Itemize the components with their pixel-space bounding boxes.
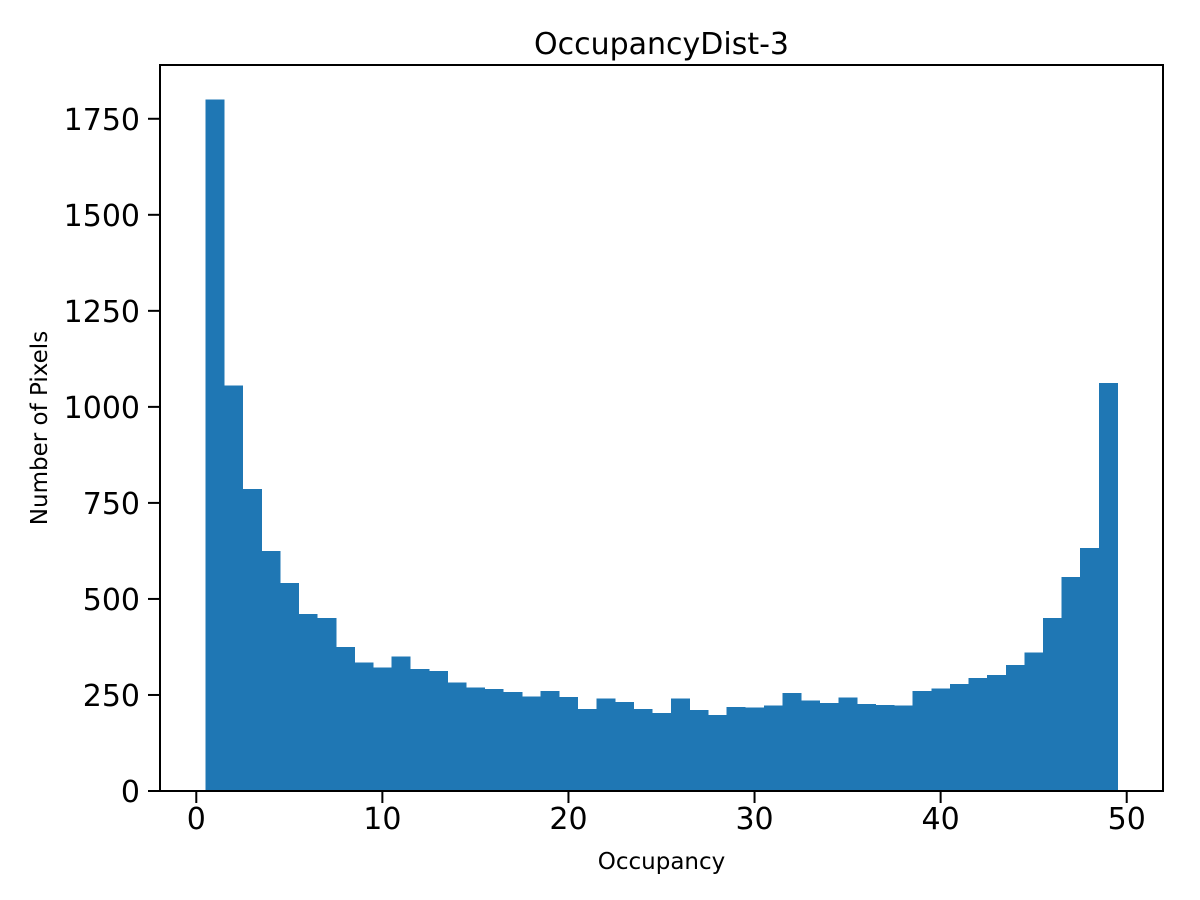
histogram-bar (503, 691, 523, 791)
histogram-bar (484, 689, 504, 791)
histogram-bar (428, 670, 448, 791)
bars-group (205, 99, 1118, 792)
histogram-bar (912, 691, 932, 791)
y-tick-label: 1500 (64, 199, 140, 234)
histogram-bar (633, 708, 653, 791)
histogram-bar (205, 99, 225, 792)
histogram-bar (689, 709, 709, 791)
histogram-bar (1024, 652, 1044, 791)
histogram-bar (335, 646, 355, 791)
histogram-bar (987, 674, 1007, 791)
histogram-bar (949, 684, 969, 791)
x-tick-label: 40 (922, 802, 960, 837)
histogram-bar (801, 700, 821, 791)
histogram-bar (447, 682, 467, 791)
x-tick-label: 50 (1108, 802, 1146, 837)
histogram-bar (1042, 618, 1062, 791)
histogram-bar (410, 668, 430, 791)
histogram-bar (280, 583, 300, 791)
plot-border (159, 64, 1164, 792)
histogram-bar (391, 656, 411, 791)
histogram-bar (466, 687, 486, 791)
histogram-bar (856, 703, 876, 791)
x-axis-label: Occupancy (598, 849, 726, 875)
histogram-bar (614, 701, 634, 791)
histogram-bar (782, 693, 802, 791)
histogram-bar (763, 705, 783, 791)
histogram-bar (745, 707, 765, 791)
histogram-bar (577, 709, 597, 791)
y-tick-label: 750 (83, 487, 140, 522)
histogram-bar (540, 691, 560, 791)
histogram-bar (819, 703, 839, 791)
histogram-bar (596, 698, 616, 791)
x-tick-label: 30 (735, 802, 773, 837)
histogram-bar (521, 696, 541, 791)
histogram-bar (1061, 577, 1081, 791)
y-tick-label: 250 (83, 679, 140, 714)
histogram-bar (726, 706, 746, 791)
x-tick-label: 10 (363, 802, 401, 837)
histogram-bar (1080, 547, 1100, 791)
histogram-bar (559, 696, 579, 791)
y-tick-label: 1250 (64, 295, 140, 330)
histogram-bar (931, 688, 951, 791)
chart-title: OccupancyDist-3 (534, 27, 789, 62)
y-tick-label: 500 (83, 583, 140, 618)
histogram-bar (242, 489, 262, 791)
histogram-bar (261, 550, 281, 791)
y-tick-label: 0 (121, 775, 140, 810)
histogram-bar (708, 714, 728, 791)
histogram-bar (875, 704, 895, 791)
y-tick-label: 1750 (64, 103, 140, 138)
histogram-bar (1005, 665, 1025, 791)
histogram-bar (968, 678, 988, 791)
x-tick-label: 0 (187, 802, 206, 837)
histogram-bar (317, 618, 337, 791)
histogram-bar (838, 697, 858, 791)
y-tick-label: 1000 (64, 391, 140, 426)
histogram-bar (224, 385, 244, 791)
histogram-bar (354, 662, 374, 791)
histogram-bar (373, 667, 393, 791)
histogram-bar (894, 705, 914, 791)
histogram-bar (670, 698, 690, 791)
x-tick-label: 20 (549, 802, 587, 837)
histogram-bar (652, 713, 672, 791)
histogram-bar (298, 613, 318, 791)
histogram-bar (1098, 383, 1118, 791)
y-axis-label: Number of Pixels (27, 331, 53, 525)
